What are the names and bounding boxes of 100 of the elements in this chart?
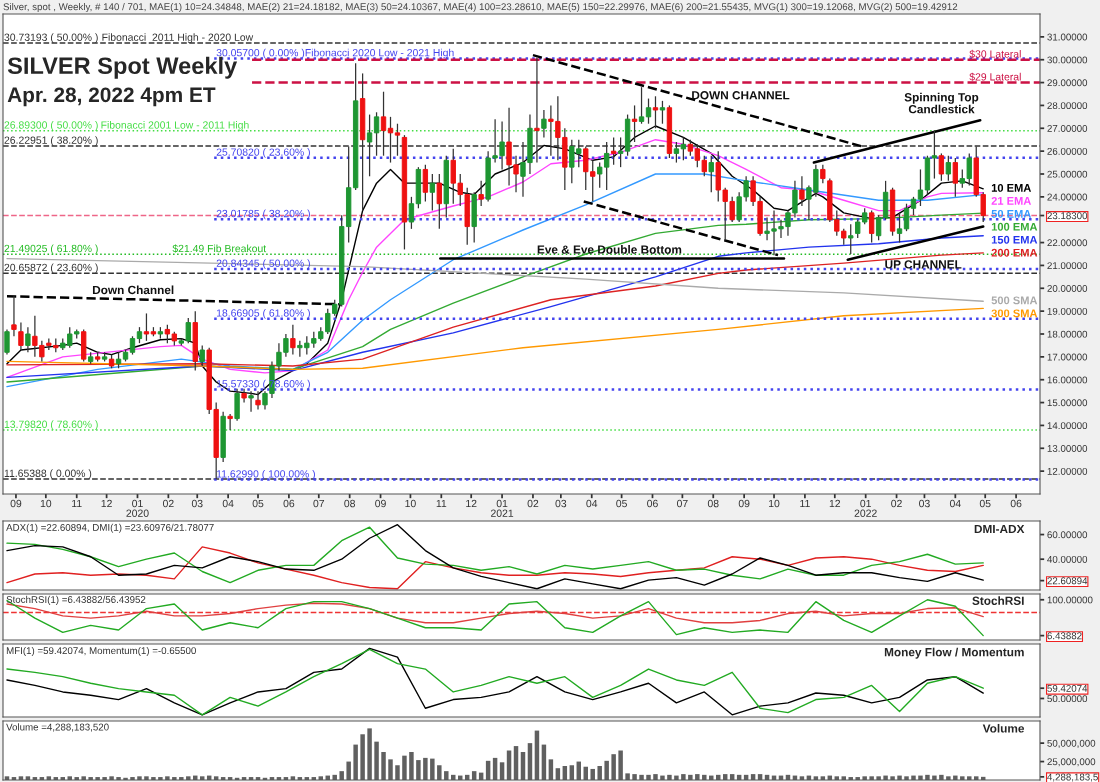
x-tick-label: 07 [676,499,688,508]
x-tick-label: 12 [829,499,841,508]
chart-title: Money Flow / Momentum [884,647,1024,659]
annotation: Fibonacci 2020 Low - 2021 High [305,48,454,59]
chart-title: Volume [982,723,1025,733]
candlestick [875,214,882,241]
candlestick [952,157,959,198]
y-tick-label: 4,288,183,5 [1047,773,1098,782]
y-tick-label: 12.00000 [1047,467,1088,475]
line-series [6,307,984,371]
y-tick-label: 59.42074 [1047,684,1088,692]
y-tick-label: 27.00000 [1047,125,1088,132]
candlestick [708,155,714,193]
x-tick-label: 06 [647,499,658,508]
text: SILVER Spot Weekly [7,56,238,79]
annotation: 20.84345 ( 50.00% ) [216,259,310,269]
y-tick-label: 23.18300 [1047,212,1088,220]
x-tick-label: 01 2021 [491,499,514,517]
annotation: StochRSI(1) =6.43882/56.43952 [6,595,146,605]
annotation: Spinning Top Candlestick [904,92,979,114]
candlestick [129,335,136,356]
candlestick [429,173,436,212]
annotation: Fibonacci 2001 Low - 2011 High [101,121,249,131]
annotation: Fibonacci 2011 High - 2020 Low [102,33,254,43]
annotation: ADX(1) =22.60894, DMI(1) =23.60976/21.78077 [6,523,214,533]
series-label: 200 EMA [991,248,1038,257]
y-tick-label: 15.00000 [1047,399,1088,407]
candlestick [18,321,24,351]
y-tick-label: 6.43882 [1047,632,1082,640]
candlestick [408,196,415,230]
y-tick-label: 14.00000 [1047,422,1088,430]
y-tick-label: 17.00000 [1047,353,1088,361]
y-tick-label: 31.00000 [1047,33,1088,41]
candlestick [541,109,547,139]
series-label: 100 EMA [991,222,1038,231]
candlestick [638,86,645,125]
x-tick-label: 04 [586,499,598,508]
candlestick [143,312,150,342]
y-tick-label: 100.00000 [1047,596,1093,604]
text: Apr. 28, 2022 4pm ET [7,87,216,107]
y-tick-label: 19.00000 [1047,307,1088,315]
x-tick-label: 02 [527,499,539,508]
x-tick-label: 04 [222,499,234,508]
annotation: 11.62990 ( 100.00% ) [216,469,315,480]
candlestick [945,155,952,182]
candlestick [896,212,903,244]
candlestick [4,328,10,356]
x-tick-label: 05 [252,499,264,508]
x-tick-label: 09 [375,499,386,508]
line-series [6,235,984,379]
candlestick [25,326,31,353]
annotation: $29 Lateral [969,72,1021,82]
y-tick-label: 25,000,000 [1047,758,1096,767]
candlestick [290,324,296,356]
x-tick-label: 01 2022 [854,499,877,517]
y-tick-label: 50,000,000 [1047,739,1096,748]
y-tick-label: 40.00000 [1047,555,1088,563]
x-tick-label: 11 [436,499,447,508]
line-series [6,257,984,303]
chart-title: DMI-ADX [974,524,1025,534]
annotation: Down Channel [92,285,174,295]
annotation: UP CHANNEL [885,260,962,269]
x-tick-label: 01 2020 [126,499,149,517]
x-tick-label: 11 [72,499,82,508]
x-tick-label: 03 [555,499,567,508]
candlestick [248,390,254,413]
candlestick [436,173,442,230]
candlestick [631,104,638,143]
candlestick [799,175,805,207]
x-tick-label: 02 [891,499,902,508]
candlestick [659,100,666,125]
annotation: 26.89300 ( 50.00% ) [4,121,98,131]
annotation: 13.79820 ( 78.60% ) [4,420,98,431]
chart-title: StochRSI [972,596,1024,605]
x-tick-label: 08 [344,499,355,508]
x-tick-label: 09 [10,499,22,508]
y-tick-label: 21.00000 [1047,262,1088,270]
annotation: $21.49 Fib Breakout [172,244,267,253]
candlestick [255,390,261,411]
y-tick-label: 26.00000 [1047,147,1088,155]
y-tick-label: 13.00000 [1047,445,1088,452]
y-tick-label: 28.00000 [1047,102,1088,110]
candlestick [938,152,945,182]
y-tick-label: 25.00000 [1047,170,1088,178]
y-tick-label: 50.00000 [1047,695,1088,703]
x-tick-label: 03 [191,499,203,508]
annotation: Volume =4,288,183,520 [6,723,109,732]
x-tick-label: 12 [101,499,112,508]
y-tick-label: 22.00000 [1047,239,1088,247]
y-tick-label: 30.00000 [1047,56,1088,64]
annotation: 11.65388 ( 0.00% ) [4,469,92,480]
candlestick [652,95,659,129]
x-tick-label: 06 [1010,499,1022,508]
candlestick [868,209,875,244]
x-tick-label: 05 [979,499,991,508]
annotation: 26.22951 ( 38.20% ) [4,136,98,146]
series-label: 21 EMA [991,196,1032,205]
candlestick [11,295,17,337]
candlestick [227,413,233,431]
annotation: 18.66905 ( 61.80% ) [216,309,310,319]
